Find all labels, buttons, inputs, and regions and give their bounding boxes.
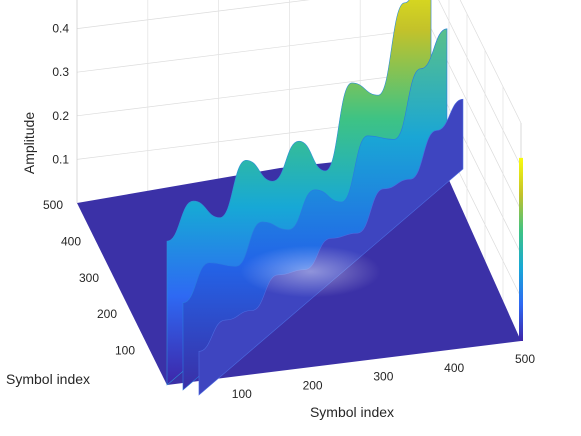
y-axis-label: Symbol index	[6, 371, 90, 387]
z-tick-label: 0.3	[52, 65, 69, 79]
z-tick-label: 0.2	[52, 109, 69, 123]
edge-spike-bar	[519, 157, 523, 341]
x-axis-label: Symbol index	[310, 404, 394, 420]
y-tick-label: 200	[97, 307, 117, 321]
x-tick-label: 100	[232, 387, 252, 401]
x-tick-label: 300	[373, 370, 393, 384]
z-tick-label: 0.1	[52, 152, 69, 166]
x-tick-label: 500	[515, 352, 535, 366]
x-tick-label: 400	[444, 361, 464, 375]
x-axis-ticks: 100 200 300 400 500	[232, 352, 536, 401]
surface-ridge	[166, 0, 464, 396]
ridge-base-highlight	[240, 245, 381, 298]
y-tick-label: 100	[115, 344, 135, 358]
z-axis-ticks: 0.10.20.30.40.5	[52, 22, 69, 167]
edge-spike	[519, 157, 523, 341]
x-tick-label: 200	[303, 378, 323, 392]
ridge-side-lobe	[182, 28, 448, 391]
z-tick-label: 0.4	[52, 22, 69, 36]
y-axis-ticks: 100 200 300 400 500	[43, 198, 135, 358]
z-axis-label: Amplitude	[21, 112, 37, 174]
y-tick-label: 400	[61, 234, 81, 248]
y-tick-label: 300	[79, 271, 99, 285]
grid-line-z	[76, 0, 522, 167]
y-tick-label: 500	[43, 198, 63, 212]
grid-line-z	[459, 0, 522, 124]
